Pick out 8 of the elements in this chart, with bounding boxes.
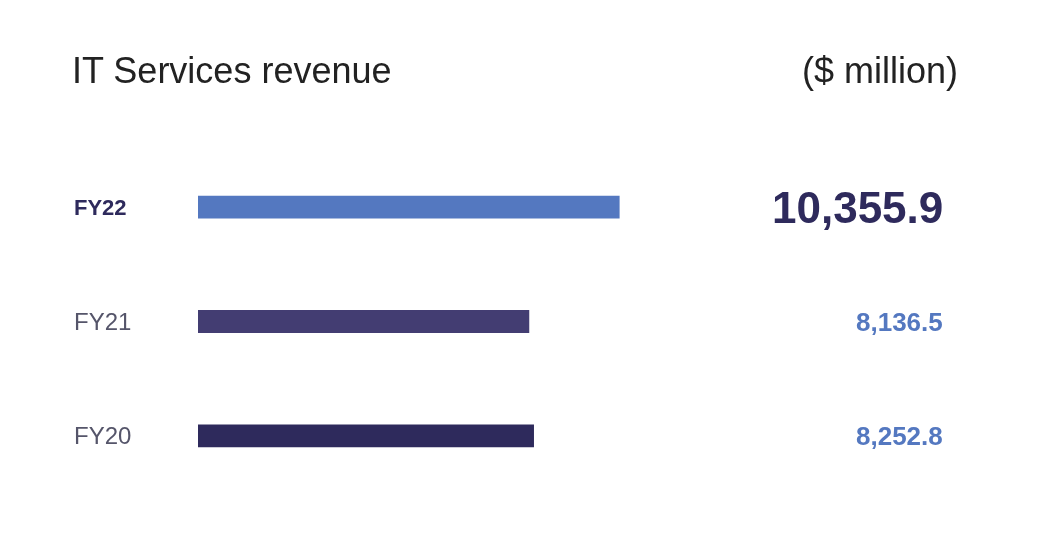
y-tick-label: FY22	[74, 195, 127, 220]
data-label: 8,252.8	[856, 421, 943, 451]
text: ($ million)	[802, 50, 959, 91]
y-tick-label: FY21	[74, 308, 132, 335]
chart-title: IT Services revenue	[72, 50, 392, 91]
data-label: 8,136.5	[856, 307, 943, 337]
y-tick-label: FY20	[74, 422, 132, 449]
data-label: 10,355.9	[772, 183, 944, 232]
